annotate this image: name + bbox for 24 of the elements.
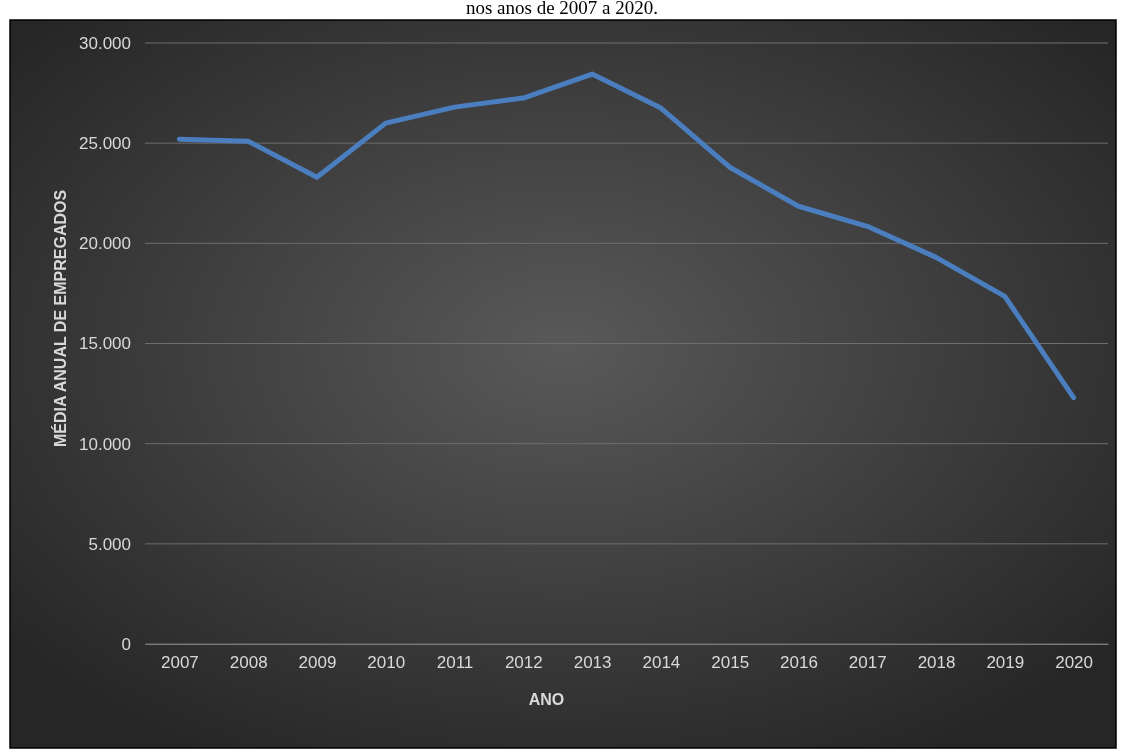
x-tick-label: 2012 — [504, 653, 543, 673]
x-tick-label: 2017 — [848, 653, 887, 673]
x-tick-label: 2008 — [229, 653, 268, 673]
y-tick-label: 10.000 — [79, 434, 131, 454]
x-tick-label: 2018 — [917, 653, 956, 673]
x-tick-label: 2015 — [711, 653, 750, 673]
x-tick-label: 2009 — [298, 653, 337, 673]
y-tick-label: 20.000 — [79, 234, 131, 254]
x-axis-title: ANO — [528, 691, 565, 708]
x-tick-label: 2016 — [780, 653, 818, 673]
y-axis-title: MÉDIA ANUAL DE EMPREGADOS — [51, 189, 69, 448]
y-tick-label: 0 — [121, 634, 131, 654]
x-tick-label: 2011 — [436, 653, 474, 673]
y-tick-label: 30.000 — [79, 33, 131, 53]
x-tick-label: 2013 — [573, 653, 612, 673]
y-tick-label: 25.000 — [79, 134, 131, 154]
x-tick-label: 2010 — [367, 653, 406, 673]
chart-title: nos anos de 2007 a 2020. — [465, 0, 659, 18]
x-tick-label: 2014 — [642, 653, 681, 673]
y-tick-label: 5.000 — [88, 534, 131, 554]
x-tick-label: 2007 — [160, 653, 199, 673]
x-tick-label: 2020 — [1055, 653, 1094, 673]
y-tick-label: 15.000 — [79, 334, 131, 354]
x-tick-label: 2019 — [986, 653, 1025, 673]
